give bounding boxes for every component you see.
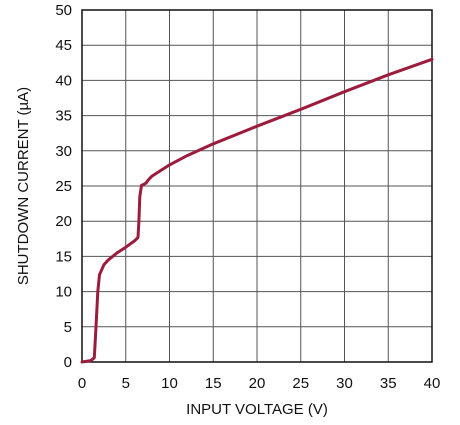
plot-frame	[81, 9, 433, 363]
y-tick-label: 30	[55, 143, 72, 160]
x-tick-label: 0	[78, 375, 86, 392]
x-tick-label: 5	[122, 375, 130, 392]
x-tick-label: 15	[205, 375, 222, 392]
x-tick-label: 20	[249, 375, 266, 392]
x-tick-label: 30	[336, 375, 353, 392]
x-tick-label: 25	[292, 375, 309, 392]
y-axis-title: SHUTDOWN CURRENT (µA)	[15, 87, 32, 285]
y-tick-label: 50	[55, 2, 72, 19]
series-line	[80, 57, 434, 364]
grid	[81, 9, 433, 363]
x-tick-label: 35	[380, 375, 397, 392]
y-tick-label: 5	[64, 319, 72, 336]
x-tick-label: 40	[424, 375, 441, 392]
y-tick-label: 0	[64, 354, 72, 371]
y-tick-label: 35	[55, 108, 72, 125]
x-tick-labels: 0 5 10 15 20 25 30 35 40	[78, 375, 441, 392]
y-tick-label: 20	[55, 213, 72, 230]
y-tick-label: 45	[55, 37, 72, 54]
x-axis-title: INPUT VOLTAGE (V)	[186, 401, 328, 418]
y-tick-labels: 0 5 10 15 20 25 30 35 40 45 50	[55, 2, 72, 371]
y-tick-label: 40	[55, 72, 72, 89]
y-tick-label: 10	[55, 284, 72, 301]
y-tick-label: 15	[55, 248, 72, 265]
x-tick-label: 10	[161, 375, 178, 392]
y-tick-label: 25	[55, 178, 72, 195]
